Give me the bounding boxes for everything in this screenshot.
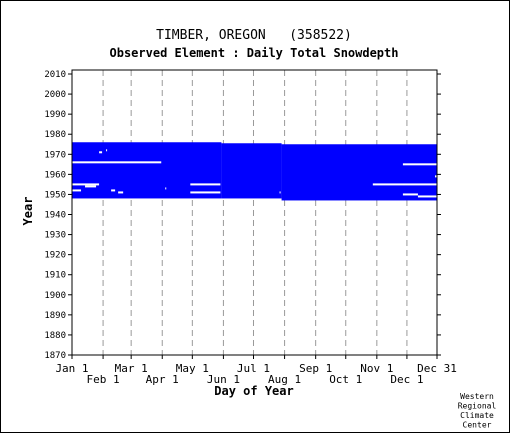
data-layer: [72, 142, 437, 201]
missing-data-gap: [165, 187, 167, 190]
missing-data-gap: [111, 189, 116, 192]
record-period-block: [221, 143, 282, 199]
x-tick-label: Dec 31: [417, 362, 457, 375]
y-tick-label: 1990: [44, 110, 66, 120]
missing-data-gap: [106, 149, 108, 152]
x-tick-label: Jan 1: [55, 362, 88, 375]
missing-data-layer: [72, 149, 437, 198]
y-tick-label: 2010: [44, 70, 66, 80]
y-tick-label: 1940: [44, 211, 66, 221]
credit-line: Center: [463, 421, 492, 430]
plot-area: [71, 69, 438, 356]
y-tick-label: 1970: [44, 150, 66, 160]
x-tick-label: Jun 1: [207, 373, 240, 386]
y-axis: 1870 1880 1890 1900 1910 1920 1930 1940 1950 1960…: [44, 70, 441, 361]
x-axis-label: Day of Year: [214, 384, 293, 398]
y-tick-label: 1980: [44, 130, 66, 140]
y-tick-label: 1960: [44, 170, 66, 180]
y-tick-label: 1900: [44, 291, 66, 301]
chart-title: TIMBER, OREGON (358522): [156, 28, 352, 43]
x-tick-label: May 1: [176, 362, 209, 375]
missing-data-gap: [434, 175, 437, 178]
missing-data-gap: [72, 183, 100, 186]
missing-data-gap: [417, 195, 437, 198]
y-axis-label: Year: [21, 197, 35, 226]
y-tick-label: 1950: [44, 190, 66, 200]
missing-data-gap: [279, 191, 281, 194]
y-tick-label: 1880: [44, 331, 66, 341]
credit-line: Regional: [458, 402, 497, 411]
y-tick-label: 1890: [44, 311, 66, 321]
missing-data-gap: [72, 161, 162, 164]
x-tick-label: Mar 1: [115, 362, 148, 375]
missing-data-gap: [72, 189, 82, 192]
x-tick-label: Oct 1: [329, 373, 362, 386]
missing-data-gap: [190, 183, 221, 186]
x-tick-label: Apr 1: [146, 373, 179, 386]
x-tick-label: Dec 1: [390, 373, 423, 386]
missing-data-gap: [85, 185, 97, 188]
missing-data-gap: [372, 183, 437, 186]
record-period-block: [281, 144, 437, 201]
missing-data-gap: [118, 191, 124, 194]
credit-line: Climate: [460, 411, 494, 420]
x-tick-label: Jul 1: [237, 362, 270, 375]
y-tick-label: 1930: [44, 231, 66, 241]
x-tick-label: Nov 1: [360, 362, 393, 375]
plot-border: [71, 69, 438, 356]
x-tick-label: Sep 1: [299, 362, 332, 375]
plot-background: [72, 70, 437, 355]
y-tick-label: 1870: [44, 351, 66, 361]
missing-data-gap: [190, 191, 221, 194]
x-axis: Jan 1 Mar 1 May 1 Jul 1 Sep 1 Nov 1 Dec 31 Feb …: [55, 355, 457, 386]
y-tick-label: 1920: [44, 251, 66, 261]
credit-line: Western: [460, 392, 494, 401]
chart-subtitle: Observed Element : Daily Total Snowdepth: [110, 46, 399, 60]
missing-data-gap: [402, 193, 418, 196]
grid-lines: [102, 70, 408, 355]
missing-data-gap: [99, 151, 103, 154]
record-period-block: [72, 142, 222, 199]
x-tick-label: Aug 1: [268, 373, 301, 386]
missing-data-gap: [402, 163, 437, 166]
y-tick-label: 2000: [44, 90, 66, 100]
y-tick-label: 1910: [44, 271, 66, 281]
x-tick-label: Feb 1: [87, 373, 120, 386]
